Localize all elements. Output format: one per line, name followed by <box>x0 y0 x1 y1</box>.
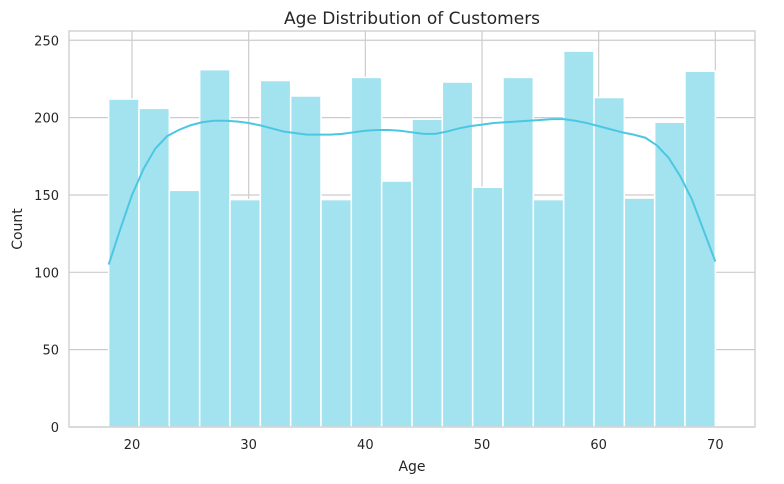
histogram-bar <box>593 96 626 428</box>
histogram-bar <box>441 81 474 428</box>
x-tick-label: 30 <box>240 438 257 453</box>
histogram-bars <box>107 50 717 428</box>
histogram-bar <box>350 76 383 428</box>
axes-frame <box>68 30 756 428</box>
y-tick-label: 150 <box>34 189 59 204</box>
y-tick-label: 200 <box>34 112 59 127</box>
histogram-bar <box>562 50 595 428</box>
x-tick-labels: 20 30 40 50 60 70 <box>124 438 724 453</box>
histogram-bar <box>289 95 322 428</box>
x-tick-label: 40 <box>357 438 374 453</box>
histogram-bar <box>198 68 231 428</box>
x-tick-label: 70 <box>707 438 724 453</box>
histogram-bar <box>684 70 717 428</box>
histogram-bar <box>320 198 353 428</box>
x-tick-label: 50 <box>474 438 491 453</box>
histogram-bar <box>532 198 565 428</box>
histogram-bar <box>623 197 656 428</box>
histogram-bar <box>107 98 140 428</box>
histogram-bar <box>502 76 535 428</box>
histogram-bar <box>471 186 504 428</box>
histogram-bar <box>653 121 686 428</box>
y-tick-label: 50 <box>42 344 59 359</box>
histogram-bar <box>138 107 171 428</box>
x-tick-label: 60 <box>590 438 607 453</box>
histogram-bar <box>229 198 262 428</box>
y-tick-labels: 0 50 100 150 200 250 <box>34 34 59 436</box>
histogram-bar <box>168 189 201 428</box>
y-axis-label: Count <box>10 208 26 250</box>
y-tick-label: 0 <box>51 421 59 436</box>
y-tick-label: 100 <box>34 266 59 281</box>
kde-curve <box>107 118 717 265</box>
x-axis-label: Age <box>398 459 425 475</box>
histogram-bar <box>380 180 413 428</box>
y-tick-label: 250 <box>34 34 59 49</box>
chart-title: Age Distribution of Customers <box>284 9 540 29</box>
histogram-bar <box>411 118 444 428</box>
x-tick-label: 20 <box>124 438 141 453</box>
